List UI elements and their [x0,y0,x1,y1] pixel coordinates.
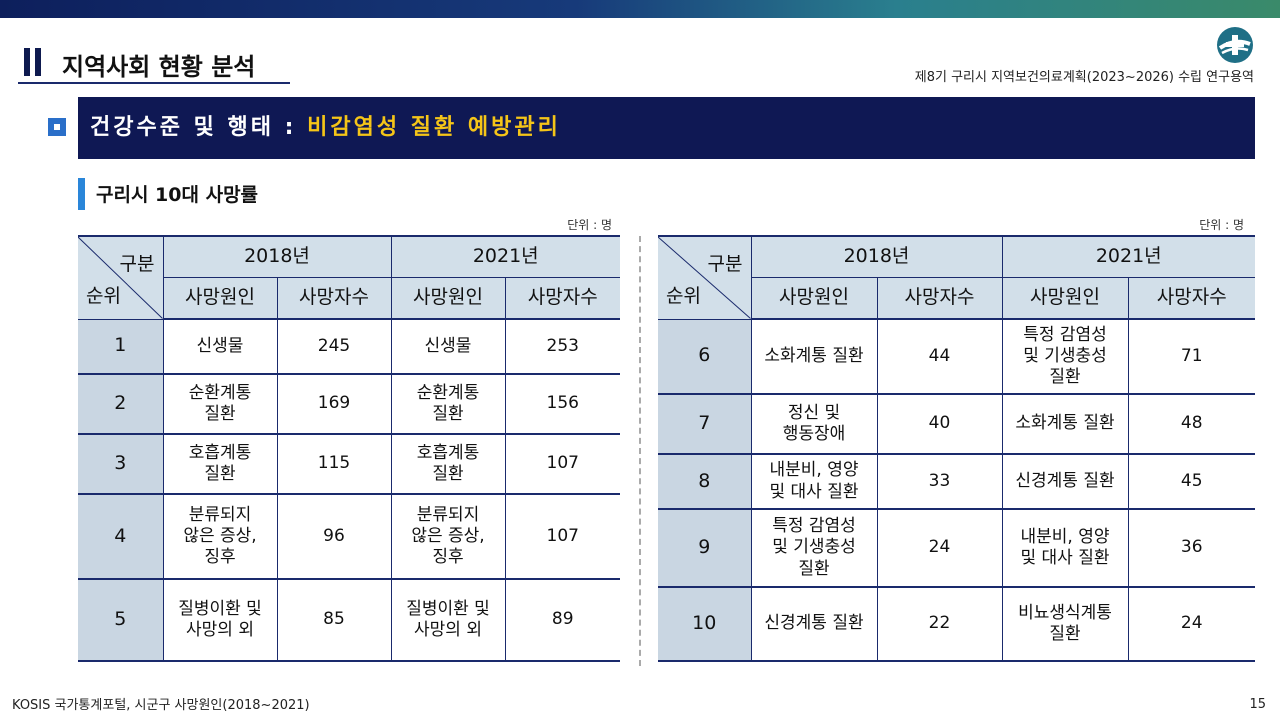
cause-2021-cell: 신생물 [391,319,506,375]
rank-cell: 5 [78,579,164,662]
rank-cell: 1 [78,319,164,375]
deaths-2021-cell: 253 [505,319,620,375]
cause-2021-cell: 순환계통 질환 [391,374,506,435]
rank-cell: 9 [658,509,752,588]
cause-2021-cell: 질병이환 및 사망의 외 [391,579,506,662]
cause-2021-cell: 특정 감염성 및 기생충성 질환 [1002,319,1129,395]
cause-2018-cell: 내분비, 영양 및 대사 질환 [751,454,878,510]
header-deaths-2021: 사망자수 [1128,277,1255,320]
deaths-2021-cell: 24 [1128,587,1255,662]
project-title: 제8기 구리시 지역보건의료계획(2023~2026) 수립 연구용역 [914,70,1254,85]
header-rank-label: 순위 [86,284,121,307]
header-category-label: 구분 [119,253,155,275]
deaths-2021-cell: 36 [1128,509,1255,588]
deaths-2021-cell: 45 [1128,454,1255,510]
cause-2018-cell: 특정 감염성 및 기생충성 질환 [751,509,878,588]
unit-label-right: 단위 : 명 [1199,218,1244,232]
title-bars-icon [24,48,44,76]
deaths-2018-cell: 40 [877,394,1003,455]
page-title: 지역사회 현황 분석 [62,53,256,81]
page-number: 15 [1249,697,1266,712]
header-deaths-2018: 사망자수 [277,277,392,320]
table-row: 7 정신 및 행동장애 40 소화계통 질환 48 [658,394,1255,455]
deaths-2021-cell: 48 [1128,394,1255,455]
header-deaths-2021: 사망자수 [505,277,620,320]
subtitle: 구리시 10대 사망률 [96,184,259,206]
table-row: 9 특정 감염성 및 기생충성 질환 24 내분비, 영양 및 대사 질환 36 [658,509,1255,588]
cause-2018-cell: 신경계통 질환 [751,587,878,662]
section-banner: 건강수준 및 행태 : 비감염성 질환 예방관리 [78,97,1255,159]
header-rank-label: 순위 [666,284,701,307]
cause-2021-cell: 신경계통 질환 [1002,454,1129,510]
deaths-2018-cell: 22 [877,587,1003,662]
section-prefix: 건강수준 및 행태 : [90,115,308,140]
rank-cell: 8 [658,454,752,510]
cause-2021-cell: 호흡계통 질환 [391,434,506,495]
source-note: KOSIS 국가통계포털, 시군구 사망원인(2018~2021) [12,698,310,713]
section-square-icon [48,118,66,136]
header-year-2021: 2021년 [391,235,620,278]
mortality-table-left: 구분 순위 2018년 2021년 사망원인 사망자수 사망원인 사망자수 1 … [78,235,620,662]
logo-icon [1217,27,1253,63]
section-highlight: 비감염성 질환 예방관리 [307,115,561,140]
cause-2021-cell: 비뇨생식계통 질환 [1002,587,1129,662]
header-year-2018: 2018년 [751,235,1003,278]
cause-2018-cell: 질병이환 및 사망의 외 [163,579,278,662]
rank-cell: 7 [658,394,752,455]
deaths-2021-cell: 107 [505,434,620,495]
deaths-2018-cell: 85 [277,579,392,662]
header-cause-2021: 사망원인 [391,277,506,320]
table-row: 1 신생물 245 신생물 253 [78,319,620,375]
rank-cell: 2 [78,374,164,435]
deaths-2018-cell: 33 [877,454,1003,510]
deaths-2021-cell: 156 [505,374,620,435]
deaths-2018-cell: 169 [277,374,392,435]
deaths-2021-cell: 71 [1128,319,1255,395]
cause-2018-cell: 호흡계통 질환 [163,434,278,495]
rank-cell: 3 [78,434,164,495]
rank-cell: 6 [658,319,752,395]
deaths-2018-cell: 44 [877,319,1003,395]
header-cause-2021: 사망원인 [1002,277,1129,320]
deaths-2021-cell: 89 [505,579,620,662]
header-category-label: 구분 [707,253,743,275]
unit-label-left: 단위 : 명 [567,218,612,232]
cause-2018-cell: 소화계통 질환 [751,319,878,395]
deaths-2021-cell: 107 [505,494,620,580]
table-row: 10 신경계통 질환 22 비뇨생식계통 질환 24 [658,587,1255,662]
subtitle-accent-bar [78,178,85,210]
table-row: 5 질병이환 및 사망의 외 85 질병이환 및 사망의 외 89 [78,579,620,662]
deaths-2018-cell: 96 [277,494,392,580]
deaths-2018-cell: 115 [277,434,392,495]
deaths-2018-cell: 245 [277,319,392,375]
cause-2021-cell: 소화계통 질환 [1002,394,1129,455]
table-row: 6 소화계통 질환 44 특정 감염성 및 기생충성 질환 71 [658,319,1255,395]
table-row: 3 호흡계통 질환 115 호흡계통 질환 107 [78,434,620,495]
header-diagonal-cell: 구분 순위 [658,235,752,320]
cause-2018-cell: 정신 및 행동장애 [751,394,878,455]
top-gradient-bar [0,0,1280,18]
header-deaths-2018: 사망자수 [877,277,1003,320]
rank-cell: 4 [78,494,164,580]
header-year-2021: 2021년 [1002,235,1255,278]
cause-2021-cell: 내분비, 영양 및 대사 질환 [1002,509,1129,588]
header-cause-2018: 사망원인 [751,277,878,320]
table-row: 4 분류되지 않은 증상, 징후 96 분류되지 않은 증상, 징후 107 [78,494,620,580]
table-row: 8 내분비, 영양 및 대사 질환 33 신경계통 질환 45 [658,454,1255,510]
cause-2021-cell: 분류되지 않은 증상, 징후 [391,494,506,580]
cause-2018-cell: 분류되지 않은 증상, 징후 [163,494,278,580]
page-title-block: 지역사회 현황 분석 [18,44,290,84]
header-diagonal-cell: 구분 순위 [78,235,164,320]
rank-cell: 10 [658,587,752,662]
cause-2018-cell: 순환계통 질환 [163,374,278,435]
header-year-2018: 2018년 [163,235,392,278]
deaths-2018-cell: 24 [877,509,1003,588]
table-row: 2 순환계통 질환 169 순환계통 질환 156 [78,374,620,435]
cause-2018-cell: 신생물 [163,319,278,375]
mortality-table-right: 구분 순위 2018년 2021년 사망원인 사망자수 사망원인 사망자수 6 … [658,235,1255,662]
table-divider [639,236,641,666]
header-cause-2018: 사망원인 [163,277,278,320]
